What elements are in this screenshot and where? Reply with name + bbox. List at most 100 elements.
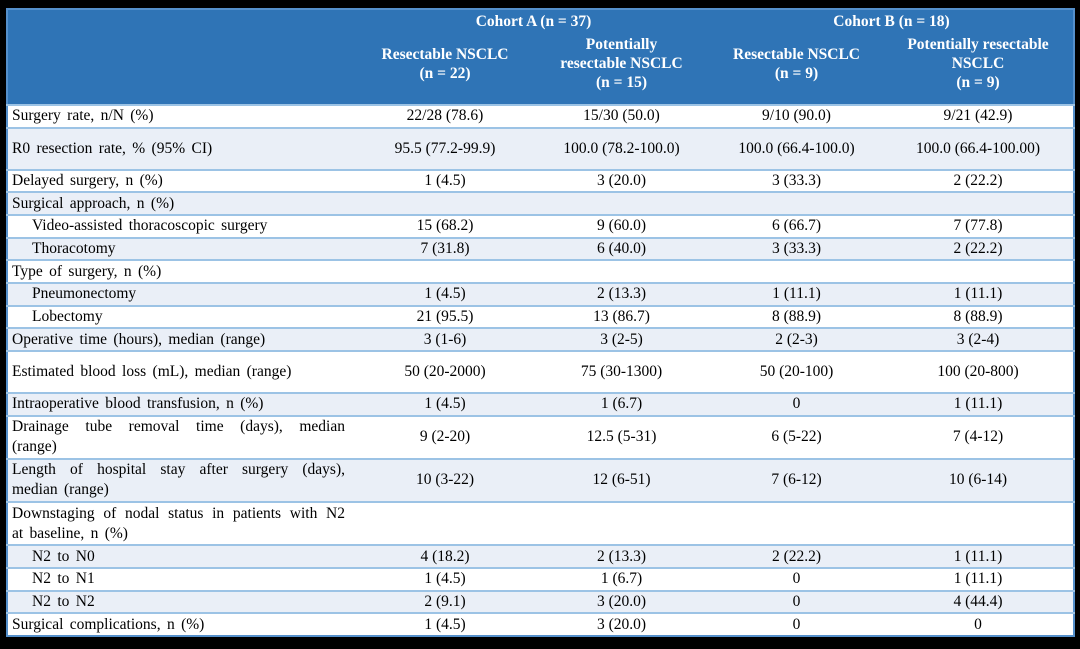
table-body: Surgery rate, n/N (%) 22/28 (78.6) 15/30 (… bbox=[7, 104, 1074, 636]
table-row: Length of hospital stay after surgery (d… bbox=[7, 457, 1074, 503]
cell-value: 95.5 (77.2-99.9) bbox=[357, 126, 533, 170]
row-label: Thoracotomy bbox=[7, 236, 357, 261]
cell-value: 12.5 (5-31) bbox=[533, 414, 710, 459]
col-header-potentially-resectable-b: Potentially resectable NSCLC (n = 9) bbox=[883, 33, 1074, 105]
cell-value: 1 (11.1) bbox=[883, 544, 1074, 568]
cell-value: 0 bbox=[710, 612, 883, 636]
cell-value: 6 (40.0) bbox=[533, 236, 710, 261]
table-row: N2 to N2 2 (9.1) 3 (20.0) 0 4 (44.4) bbox=[7, 589, 1074, 614]
cell-value: 50 (20-2000) bbox=[357, 349, 533, 393]
cell-value: 7 (6-12) bbox=[710, 457, 883, 503]
table-row: Surgery rate, n/N (%) 22/28 (78.6) 15/30 (… bbox=[7, 104, 1074, 128]
cell-value bbox=[357, 191, 533, 216]
cell-value: 1 (4.5) bbox=[357, 392, 533, 416]
cell-value: 6 (66.7) bbox=[710, 214, 883, 238]
cell-value bbox=[710, 259, 883, 283]
row-label: N2 to N2 bbox=[7, 589, 357, 614]
row-label: Lobectomy bbox=[7, 304, 357, 329]
cell-value: 1 (11.1) bbox=[883, 566, 1074, 591]
col-group-cohort-b: Cohort B (n = 18) bbox=[710, 9, 1074, 33]
table-row: Surgical complications, n (%) 1 (4.5) 3 (2… bbox=[7, 612, 1074, 636]
row-label: Surgery rate, n/N (%) bbox=[7, 104, 357, 128]
row-label: Delayed surgery, n (%) bbox=[7, 168, 357, 193]
cell-value: 100.0 (66.4-100.00) bbox=[883, 126, 1074, 170]
cell-value: 7 (77.8) bbox=[883, 214, 1074, 238]
row-label: Length of hospital stay after surgery (d… bbox=[7, 457, 357, 503]
table-row: Intraoperative blood transfusion, n (%) 1… bbox=[7, 392, 1074, 416]
cell-value: 3 (33.3) bbox=[710, 168, 883, 193]
col-header-potentially-resectable-a: Potentially resectable NSCLC (n = 15) bbox=[533, 33, 710, 105]
cell-value: 13 (86.7) bbox=[533, 304, 710, 329]
row-label: Operative time (hours), median (range) bbox=[7, 327, 357, 351]
cell-value: 21 (95.5) bbox=[357, 304, 533, 329]
cell-value: 7 (4-12) bbox=[883, 414, 1074, 459]
cell-value: 6 (5-22) bbox=[710, 414, 883, 459]
cell-value: 2 (13.3) bbox=[533, 544, 710, 568]
header-empty-cell bbox=[7, 33, 357, 105]
table-row: Operative time (hours), median (range) 3 … bbox=[7, 327, 1074, 351]
table-row: Estimated blood loss (mL), median (range… bbox=[7, 349, 1074, 393]
cell-value: 3 (1-6) bbox=[357, 327, 533, 351]
cell-value: 4 (44.4) bbox=[883, 589, 1074, 614]
cell-value: 2 (2-3) bbox=[710, 327, 883, 351]
cell-value: 10 (6-14) bbox=[883, 457, 1074, 503]
cell-value: 15/30 (50.0) bbox=[533, 104, 710, 128]
cell-value: 1 (4.5) bbox=[357, 281, 533, 306]
cell-value: 1 (6.7) bbox=[533, 392, 710, 416]
cell-value: 9/10 (90.0) bbox=[710, 104, 883, 128]
table-row: N2 to N0 4 (18.2) 2 (13.3) 2 (22.2) 1 (11.1) bbox=[7, 544, 1074, 568]
cell-value bbox=[533, 191, 710, 216]
cell-value: 8 (88.9) bbox=[883, 304, 1074, 329]
table-row: Delayed surgery, n (%) 1 (4.5) 3 (20.0) 3 (… bbox=[7, 168, 1074, 193]
cell-value: 1 (11.1) bbox=[883, 281, 1074, 306]
cell-value: 3 (20.0) bbox=[533, 612, 710, 636]
cell-value bbox=[533, 501, 710, 546]
cell-value: 9 (2-20) bbox=[357, 414, 533, 459]
cell-value: 1 (11.1) bbox=[883, 392, 1074, 416]
cell-value: 1 (6.7) bbox=[533, 566, 710, 591]
cell-value bbox=[883, 501, 1074, 546]
row-label: Intraoperative blood transfusion, n (%) bbox=[7, 392, 357, 416]
cell-value: 100.0 (78.2-100.0) bbox=[533, 126, 710, 170]
col-header-resectable-a: Resectable NSCLC (n = 22) bbox=[357, 33, 533, 105]
cell-value: 3 (33.3) bbox=[710, 236, 883, 261]
cell-value: 2 (13.3) bbox=[533, 281, 710, 306]
table-row: Lobectomy 21 (95.5) 13 (86.7) 8 (88.9) 8 (88… bbox=[7, 304, 1074, 329]
row-label: Video-assisted thoracoscopic surgery bbox=[7, 214, 357, 238]
row-label: Surgical complications, n (%) bbox=[7, 612, 357, 636]
row-label: R0 resection rate, % (95% CI) bbox=[7, 126, 357, 170]
cell-value bbox=[710, 191, 883, 216]
col-header-resectable-b: Resectable NSCLC (n = 9) bbox=[710, 33, 883, 105]
row-label: Downstaging of nodal status in patients … bbox=[7, 501, 357, 546]
row-label: N2 to N0 bbox=[7, 544, 357, 568]
cell-value: 1 (4.5) bbox=[357, 612, 533, 636]
subgroup-header-row: Resectable NSCLC (n = 22) Potentially re… bbox=[7, 33, 1074, 105]
cell-value: 1 (4.5) bbox=[357, 566, 533, 591]
cell-value: 0 bbox=[883, 612, 1074, 636]
row-label: Surgical approach, n (%) bbox=[7, 191, 357, 216]
cell-value: 2 (22.2) bbox=[883, 168, 1074, 193]
cell-value: 0 bbox=[710, 566, 883, 591]
cell-value: 7 (31.8) bbox=[357, 236, 533, 261]
col-group-cohort-a: Cohort A (n = 37) bbox=[357, 9, 710, 33]
table-row: Drainage tube removal time (days), media… bbox=[7, 414, 1074, 459]
row-label: N2 to N1 bbox=[7, 566, 357, 591]
cell-value: 75 (30-1300) bbox=[533, 349, 710, 393]
cell-value: 9/21 (42.9) bbox=[883, 104, 1074, 128]
cell-value bbox=[710, 501, 883, 546]
cell-value: 2 (22.2) bbox=[710, 544, 883, 568]
table-row: Type of surgery, n (%) bbox=[7, 259, 1074, 283]
cell-value bbox=[357, 501, 533, 546]
cell-value: 100.0 (66.4-100.0) bbox=[710, 126, 883, 170]
cell-value: 15 (68.2) bbox=[357, 214, 533, 238]
table-row: Downstaging of nodal status in patients … bbox=[7, 501, 1074, 546]
row-label: Type of surgery, n (%) bbox=[7, 259, 357, 283]
cell-value: 3 (20.0) bbox=[533, 168, 710, 193]
row-label: Pneumonectomy bbox=[7, 281, 357, 306]
cell-value: 2 (22.2) bbox=[883, 236, 1074, 261]
surgical-outcomes-table: Cohort A (n = 37) Cohort B (n = 18) Rese… bbox=[6, 8, 1075, 637]
cell-value: 1 (4.5) bbox=[357, 168, 533, 193]
table-row: Pneumonectomy 1 (4.5) 2 (13.3) 1 (11.1) 1 (1… bbox=[7, 281, 1074, 306]
table-row: Thoracotomy 7 (31.8) 6 (40.0) 3 (33.3) 2 (22… bbox=[7, 236, 1074, 261]
